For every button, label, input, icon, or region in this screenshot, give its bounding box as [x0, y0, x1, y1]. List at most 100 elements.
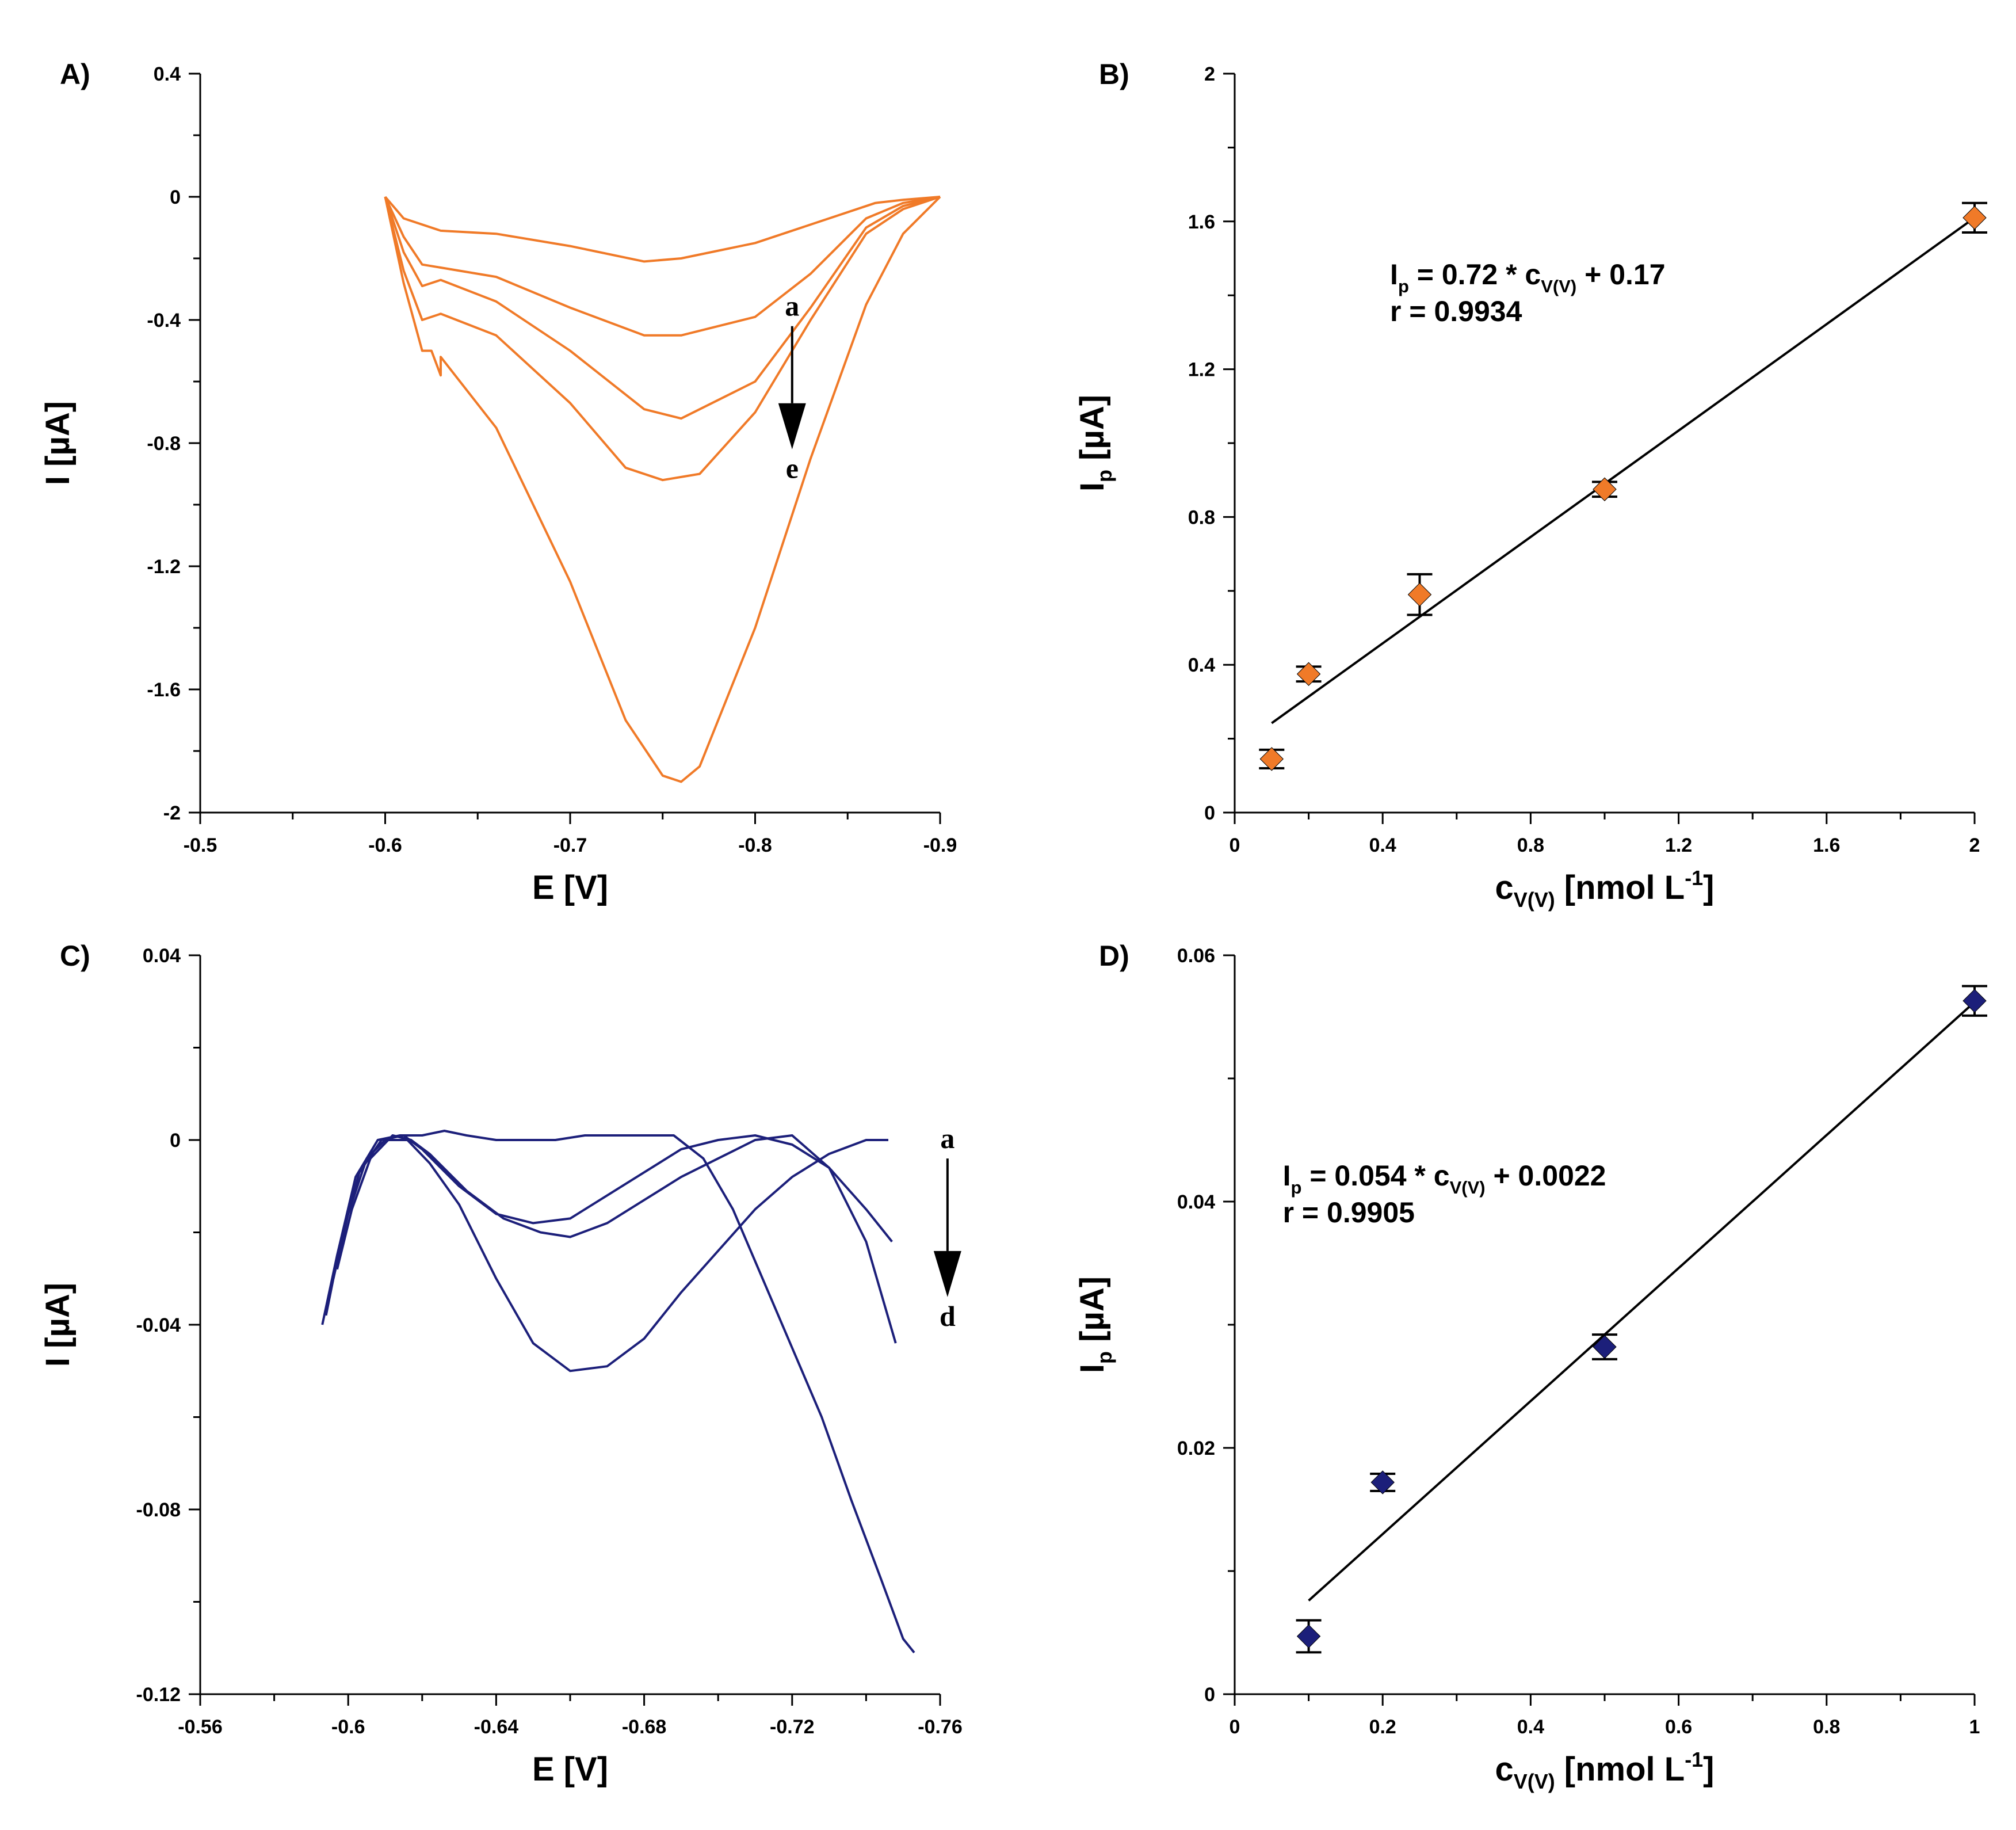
data-point: [1296, 662, 1321, 686]
x-tick-label: -0.64: [474, 1716, 519, 1738]
y-tick-label: -0.04: [136, 1314, 181, 1336]
equation-part: V(V): [1450, 1177, 1486, 1198]
label-part: V(V): [1514, 888, 1555, 912]
x-tick-label: -0.68: [622, 1716, 667, 1738]
x-tick-label: -0.9: [923, 834, 957, 856]
label-part: I [µA]: [39, 1283, 77, 1367]
label-part: I: [1074, 1364, 1111, 1373]
regression-equation: Ip = 0.054 * cV(V) + 0.0022: [1283, 1160, 1606, 1198]
y-tick-label: -1.6: [147, 679, 181, 701]
x-tick-label: 1.6: [1813, 834, 1840, 856]
x-tick-label: 2: [1969, 834, 1980, 856]
y-tick-label: -0.8: [147, 433, 181, 455]
panel-label: B): [1099, 58, 1129, 90]
x-tick-label: -0.8: [738, 834, 772, 856]
y-tick-label: -0.4: [147, 310, 181, 331]
x-tick-label: -0.76: [918, 1716, 963, 1738]
y-tick-label: 1.6: [1188, 211, 1215, 233]
equation-part: p: [1398, 276, 1409, 296]
data-point: [1593, 1335, 1617, 1359]
label-part: [µA]: [1074, 1276, 1111, 1351]
series-line-4: [384, 196, 941, 482]
label-part: p: [1093, 1351, 1116, 1364]
panel-c: -0.56 -0.6 -0.64 -0.68 -0.72 -0.76 -0.12 -0.08 -…: [39, 940, 963, 1788]
x-tick-label: 0.4: [1369, 834, 1396, 856]
x-tick-label: 1: [1969, 1716, 1980, 1738]
equation-part: I: [1390, 258, 1398, 291]
label-part: [µA]: [1074, 395, 1111, 470]
equation-part: p: [1290, 1177, 1301, 1198]
x-tick-label: 0.8: [1517, 834, 1544, 856]
data-point: [1296, 1624, 1321, 1649]
x-tick-label: -0.56: [178, 1716, 223, 1738]
x-tick-label: 0.2: [1369, 1716, 1396, 1738]
equation-part: V(V): [1541, 276, 1576, 296]
label-part: [nmol L: [1555, 1751, 1685, 1788]
series-line-3: [335, 1134, 897, 1344]
label-part: c: [1495, 1751, 1514, 1788]
data-point: [1962, 205, 1987, 230]
data-point: [1259, 747, 1284, 771]
equation-part: + 0.0022: [1486, 1160, 1606, 1192]
regression-equation: Ip = 0.72 * cV(V) + 0.17: [1390, 258, 1666, 296]
y-tick-label: 0.4: [154, 63, 181, 85]
label-part: V(V): [1514, 1770, 1555, 1793]
x-tick-label: 0.6: [1665, 1716, 1692, 1738]
panel-label: D): [1099, 940, 1129, 972]
y-tick-label: -1.2: [147, 556, 181, 578]
label-part: ]: [1703, 869, 1714, 906]
y-axis-title: I [µA]: [39, 1283, 77, 1367]
x-axis-title: E [V]: [532, 869, 608, 906]
label-part: ]: [1703, 1751, 1714, 1788]
y-tick-label: 0: [1204, 802, 1215, 824]
y-tick-label: 0.06: [1177, 945, 1215, 967]
x-tick-label: 0.4: [1517, 1716, 1544, 1738]
data-point: [1962, 989, 1987, 1013]
arrow-start-label: a: [940, 1122, 954, 1154]
panel-label: C): [60, 940, 90, 972]
x-tick-label: -0.6: [368, 834, 402, 856]
fit-line: [1271, 216, 1976, 725]
y-tick-label: 0: [170, 1130, 181, 1152]
label-part: E [V]: [532, 1751, 608, 1788]
x-tick-label: 0: [1230, 1716, 1240, 1738]
y-tick-label: 0.4: [1188, 654, 1215, 676]
y-tick-label: 0.02: [1177, 1438, 1215, 1459]
arrow-head: [778, 403, 806, 449]
y-tick-label: 1.2: [1188, 359, 1215, 381]
arrow-start-label: a: [785, 290, 799, 322]
label-part: [nmol L: [1555, 869, 1685, 906]
series-line-1: [321, 1130, 915, 1654]
series-line-2: [384, 196, 941, 337]
arrow-head: [933, 1250, 961, 1297]
label-part: -1: [1685, 1748, 1703, 1771]
data-point: [1593, 477, 1617, 501]
equation-part: = 0.72 * c: [1409, 258, 1541, 291]
x-axis-title: E [V]: [532, 1751, 608, 1788]
label-part: -1: [1685, 866, 1703, 890]
label-part: I: [1074, 482, 1111, 491]
label-part: p: [1093, 470, 1116, 482]
y-tick-label: -0.12: [136, 1684, 181, 1706]
label-part: I [µA]: [39, 401, 77, 485]
y-axis-title: Ip [µA]: [1074, 395, 1116, 491]
x-tick-label: -0.72: [770, 1716, 815, 1738]
x-tick-label: -0.5: [184, 834, 217, 856]
label-part: E [V]: [532, 869, 608, 906]
x-tick-label: 1.2: [1665, 834, 1692, 856]
x-tick-label: -0.7: [553, 834, 587, 856]
correlation-coefficient: r = 0.9905: [1283, 1196, 1415, 1229]
series-line-4: [332, 1139, 888, 1372]
equation-part: I: [1283, 1160, 1291, 1192]
x-tick-label: -0.6: [331, 1716, 365, 1738]
y-tick-label: -0.08: [136, 1499, 181, 1521]
series-line-1: [384, 196, 941, 263]
label-part: c: [1495, 869, 1514, 906]
x-tick-label: 0.8: [1813, 1716, 1840, 1738]
y-tick-label: 0: [1204, 1684, 1215, 1706]
panel-a: -0.5 -0.6 -0.7 -0.8 -0.9 -2 -1.6 -1.2 -0.8 -0.4 0 0…: [39, 58, 957, 906]
arrow-end-label: d: [940, 1300, 956, 1332]
